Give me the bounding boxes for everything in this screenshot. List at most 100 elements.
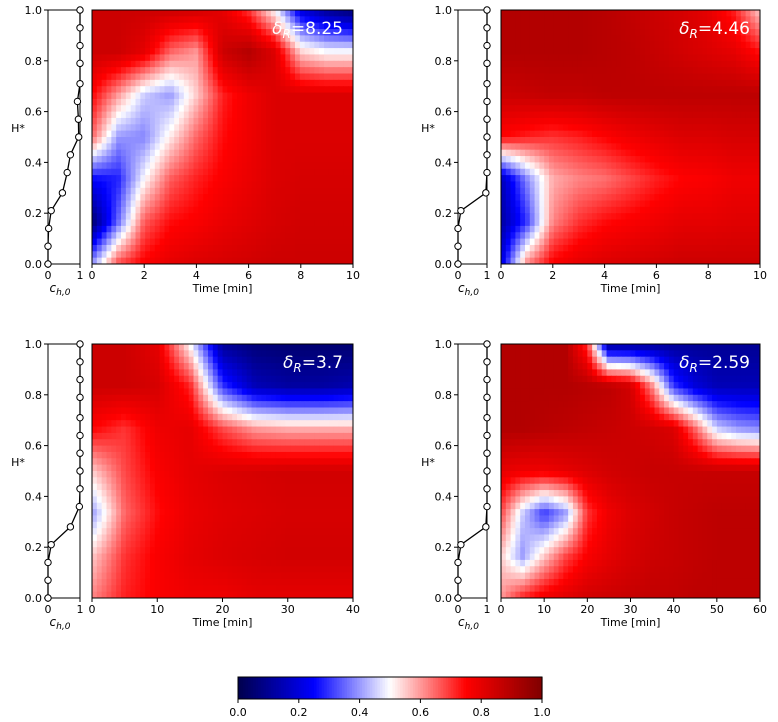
heatmap-cell (649, 225, 656, 233)
heatmap-cell (256, 375, 262, 383)
heatmap-cell (121, 382, 127, 390)
heatmap-cell (188, 137, 195, 144)
heatmap-cell (309, 73, 315, 81)
heatmap-cell (649, 244, 656, 252)
heatmap-cell (343, 375, 349, 383)
heatmap-cell (328, 168, 335, 176)
heatmap-cell (164, 257, 170, 264)
heatmap-cell (572, 244, 579, 252)
heatmap-cell (150, 407, 156, 415)
heatmap-cell (736, 86, 742, 94)
heatmap-cell (635, 60, 641, 68)
heatmap-cell (304, 117, 311, 125)
heatmap-cell (644, 41, 651, 49)
heatmap-cell (678, 200, 684, 208)
heatmap-cell (227, 130, 233, 138)
heatmap-cell (659, 187, 665, 195)
heatmap-cell (596, 175, 603, 183)
heatmap-cell (635, 117, 641, 125)
heatmap-cell (125, 394, 132, 402)
heatmap-cell (558, 175, 564, 183)
heatmap-cell (164, 194, 170, 202)
heatmap-cell (755, 105, 760, 113)
h-tick-label: 1.0 (435, 4, 453, 17)
heatmap-cell (295, 394, 301, 402)
heatmap-cell (644, 86, 651, 94)
heatmap-cell (563, 54, 569, 62)
heatmap-cell (333, 356, 340, 364)
heatmap-cell (101, 124, 108, 132)
heatmap-cell (154, 156, 161, 163)
heatmap-cell (140, 344, 146, 351)
heatmap-cell (299, 41, 306, 49)
heatmap-cell (740, 48, 747, 56)
heatmap-cell (568, 156, 574, 163)
heatmap-cell (285, 16, 291, 24)
heatmap-cell (203, 143, 209, 151)
heatmap-cell (505, 79, 512, 87)
heatmap-cell (721, 206, 728, 214)
heatmap-cell (697, 219, 704, 227)
heatmap-cell (111, 117, 117, 125)
heatmap-cell (314, 35, 320, 43)
heatmap-cell (169, 130, 175, 138)
heatmap-cell (534, 162, 540, 170)
heatmap-cell (726, 130, 732, 138)
heatmap-cell (285, 130, 291, 138)
heatmap-cell (169, 111, 175, 119)
heatmap-cell (630, 67, 636, 75)
heatmap-cell (309, 350, 315, 358)
heatmap-cell (716, 206, 723, 214)
heatmap-cell (328, 344, 335, 351)
heatmap-cell (644, 130, 651, 138)
heatmap-cell (683, 117, 689, 125)
heatmap-cell (237, 394, 243, 402)
heatmap-cell (251, 238, 257, 246)
heatmap-cell (116, 48, 122, 56)
heatmap-cell (572, 149, 579, 157)
heatmap-cell (692, 194, 699, 202)
heatmap-cell (501, 232, 507, 240)
heatmap-cell (140, 35, 146, 43)
heatmap-cell (620, 117, 627, 125)
heatmap-cell (328, 54, 335, 62)
heatmap-cell (328, 60, 335, 68)
heatmap-cell (654, 35, 660, 43)
heatmap-cell (529, 137, 536, 144)
heatmap-cell (649, 130, 656, 138)
heatmap-cell (539, 149, 545, 157)
heatmap-cell (222, 130, 228, 138)
heatmap-cell (96, 388, 103, 396)
heatmap-cell (712, 54, 718, 62)
heatmap-cell (654, 41, 660, 49)
heatmap-cell (309, 181, 315, 189)
heatmap-cell (116, 363, 122, 370)
heatmap-cell (553, 41, 560, 49)
heatmap-cell (251, 16, 257, 24)
heatmap-cell (106, 162, 112, 170)
heatmap-cell (534, 137, 540, 144)
heatmap-cell (324, 41, 330, 49)
heatmap-cell (299, 156, 306, 163)
heatmap-cell (501, 175, 507, 183)
heatmap-cell (635, 225, 641, 233)
heatmap-cell (101, 388, 108, 396)
heatmap-cell (150, 10, 156, 17)
heatmap-cell (188, 407, 195, 415)
heatmap-cell (275, 86, 282, 94)
heatmap-cell (553, 200, 560, 208)
heatmap-cell (222, 375, 228, 383)
heatmap-cell (92, 79, 98, 87)
heatmap-cell (304, 219, 311, 227)
heatmap-cell (668, 181, 675, 189)
heatmap-cell (702, 29, 708, 36)
heatmap-cell (338, 394, 344, 402)
heatmap-cell (558, 48, 564, 56)
heatmap-cell (251, 35, 257, 43)
heatmap-cell (309, 175, 315, 183)
heatmap-cell (285, 194, 291, 202)
heatmap-cell (654, 149, 660, 157)
heatmap-cell (544, 168, 550, 176)
heatmap-cell (232, 401, 238, 409)
heatmap-cell (558, 111, 564, 119)
